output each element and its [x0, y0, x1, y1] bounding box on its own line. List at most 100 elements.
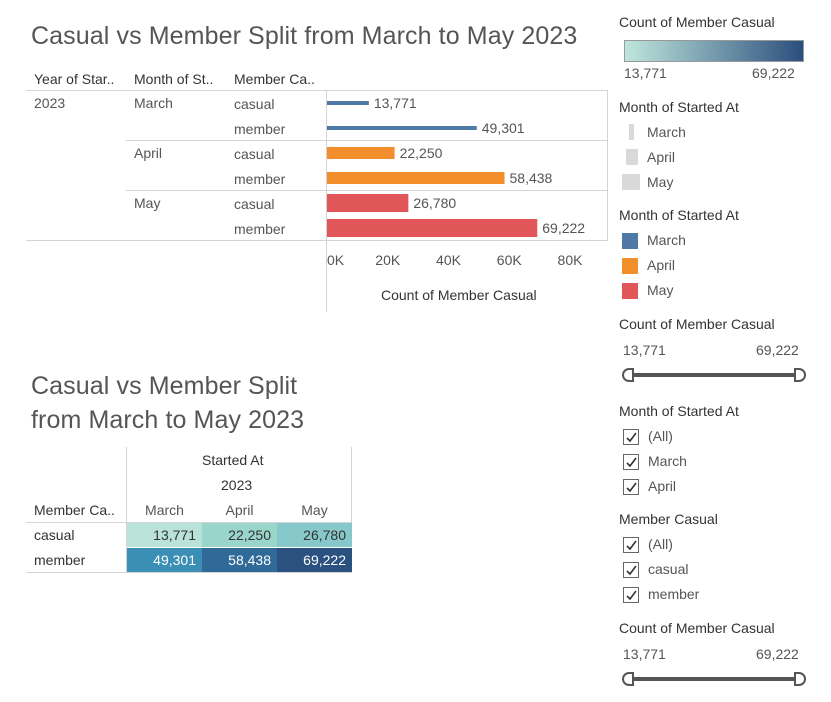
- member-filter-checkbox-casual[interactable]: [623, 562, 639, 578]
- year-column-header[interactable]: Year of Star..: [34, 71, 115, 87]
- heatmap-title-text: Casual vs Member Split from March to May…: [31, 372, 305, 434]
- heatmap-header-line: [26, 522, 352, 523]
- slider2-title: Count of Member Casual: [619, 620, 775, 636]
- heatmap-col-may: May: [301, 502, 328, 518]
- row-member-may-member: member: [234, 221, 286, 237]
- size-legend-march-mark: [629, 124, 634, 140]
- slider1-title: Count of Member Casual: [619, 316, 775, 332]
- heatmap-cell-casual-april[interactable]: 22,250: [202, 523, 277, 547]
- x-tick-0k: 0K: [327, 252, 345, 268]
- color-legend-title: Month of Started At: [619, 207, 739, 223]
- heatmap-cell-casual-may[interactable]: 26,780: [277, 523, 352, 547]
- gradient-legend-bar: [624, 40, 804, 62]
- bar-label-may-casual: 26,780: [413, 195, 456, 211]
- row-member-march-member: member: [234, 121, 286, 137]
- bar-chart: 13,771 49,301 22,250 58,438 26,780 69,222 0K 20…: [327, 95, 585, 268]
- month-filter-title: Month of Started At: [619, 403, 739, 419]
- month-column-header[interactable]: Month of St..: [134, 71, 214, 87]
- x-tick-80k: 80K: [558, 252, 584, 268]
- year-label: 2023: [34, 95, 66, 111]
- gradient-legend-max: 69,222: [752, 65, 795, 81]
- heatmap-title: Casual vs Member Split from March to May…: [31, 369, 351, 437]
- heatmap-col-march: March: [145, 502, 184, 518]
- header-divider: [26, 90, 608, 91]
- x-axis-label: Count of Member Casual: [381, 287, 537, 303]
- color-legend-label-march[interactable]: March: [647, 232, 686, 248]
- color-legend-label-april[interactable]: April: [647, 257, 676, 273]
- heatmap-left-border: [126, 447, 127, 572]
- heatmap-bottom-line: [26, 572, 352, 573]
- slider2-left-handle[interactable]: [622, 672, 634, 686]
- heatmap-cell-member-may[interactable]: 69,222: [277, 548, 352, 572]
- check-icon: [626, 432, 637, 443]
- month-filter-checkbox-all[interactable]: [623, 429, 639, 445]
- month-filter-label-all[interactable]: (All): [648, 428, 673, 444]
- slider1-track[interactable]: [628, 373, 800, 377]
- bar-april-member[interactable]: [327, 172, 505, 184]
- check-icon: [626, 540, 637, 551]
- x-tick-60k: 60K: [497, 252, 523, 268]
- row-member-april-casual: casual: [234, 146, 275, 162]
- april-divider: [126, 190, 608, 191]
- size-legend-may: May: [647, 174, 674, 190]
- month-filter-checkbox-march[interactable]: [623, 454, 639, 470]
- heatmap-cell-member-march[interactable]: 49,301: [127, 548, 202, 572]
- gradient-legend-title: Count of Member Casual: [619, 14, 775, 30]
- x-tick-20k: 20K: [375, 252, 401, 268]
- march-divider: [126, 140, 608, 141]
- color-legend-swatch-april[interactable]: [622, 258, 638, 274]
- member-filter-checkbox-all[interactable]: [623, 537, 639, 553]
- bar-march-member[interactable]: [327, 126, 477, 130]
- slider1-min: 13,771: [623, 342, 666, 358]
- member-column-header[interactable]: Member Ca..: [234, 71, 315, 87]
- bar-march-casual[interactable]: [327, 101, 369, 105]
- month-filter-label-april[interactable]: April: [648, 478, 677, 494]
- gradient-legend-min: 13,771: [624, 65, 667, 81]
- heatmap-cell-member-april[interactable]: 58,438: [202, 548, 277, 572]
- slider1-right-handle[interactable]: [794, 368, 806, 382]
- slider2-max: 69,222: [756, 646, 799, 662]
- x-tick-40k: 40K: [436, 252, 462, 268]
- check-icon: [626, 482, 637, 493]
- row-month-april: April: [134, 145, 163, 161]
- slider2-right-handle[interactable]: [794, 672, 806, 686]
- member-filter-label-casual[interactable]: casual: [648, 561, 689, 577]
- slider1-left-handle[interactable]: [622, 368, 634, 382]
- color-legend-swatch-march[interactable]: [622, 233, 638, 249]
- bar-may-casual[interactable]: [327, 194, 409, 212]
- member-filter-checkbox-member[interactable]: [623, 587, 639, 603]
- size-legend-april-mark: [626, 149, 638, 165]
- row-member-may-casual: casual: [234, 196, 275, 212]
- bar-label-april-member: 58,438: [510, 170, 553, 186]
- slider1-max: 69,222: [756, 342, 799, 358]
- check-icon: [626, 565, 637, 576]
- heatmap-right-border: [351, 447, 352, 522]
- row-month-may: May: [134, 195, 161, 211]
- row-member-april-member: member: [234, 171, 286, 187]
- color-legend-label-may[interactable]: May: [647, 282, 674, 298]
- member-filter-label-all[interactable]: (All): [648, 536, 673, 552]
- size-legend-may-mark: [622, 174, 640, 190]
- check-icon: [626, 590, 637, 601]
- bar-may-member[interactable]: [327, 219, 538, 237]
- slider2-track[interactable]: [628, 677, 800, 681]
- heatmap-row-header[interactable]: Member Ca..: [34, 502, 115, 518]
- heatmap-column-header: Started At: [202, 452, 264, 468]
- table-bottom-line: [26, 240, 608, 241]
- heatmap-row-member: member: [34, 552, 86, 568]
- bar-label-march-member: 49,301: [482, 120, 525, 136]
- chart-left-axis: [326, 90, 327, 312]
- month-filter-label-march[interactable]: March: [648, 453, 687, 469]
- size-legend-title: Month of Started At: [619, 99, 739, 115]
- size-legend-april: April: [647, 149, 676, 165]
- member-filter-title: Member Casual: [619, 511, 718, 527]
- row-member-march-casual: casual: [234, 96, 275, 112]
- check-icon: [626, 457, 637, 468]
- heatmap-cell-casual-march[interactable]: 13,771: [127, 523, 202, 547]
- bar-april-casual[interactable]: [327, 147, 395, 159]
- bar-label-march-casual: 13,771: [374, 95, 417, 111]
- color-legend-swatch-may[interactable]: [622, 283, 638, 299]
- month-filter-checkbox-april[interactable]: [623, 479, 639, 495]
- bar-label-may-member: 69,222: [542, 220, 585, 236]
- member-filter-label-member[interactable]: member: [648, 586, 700, 602]
